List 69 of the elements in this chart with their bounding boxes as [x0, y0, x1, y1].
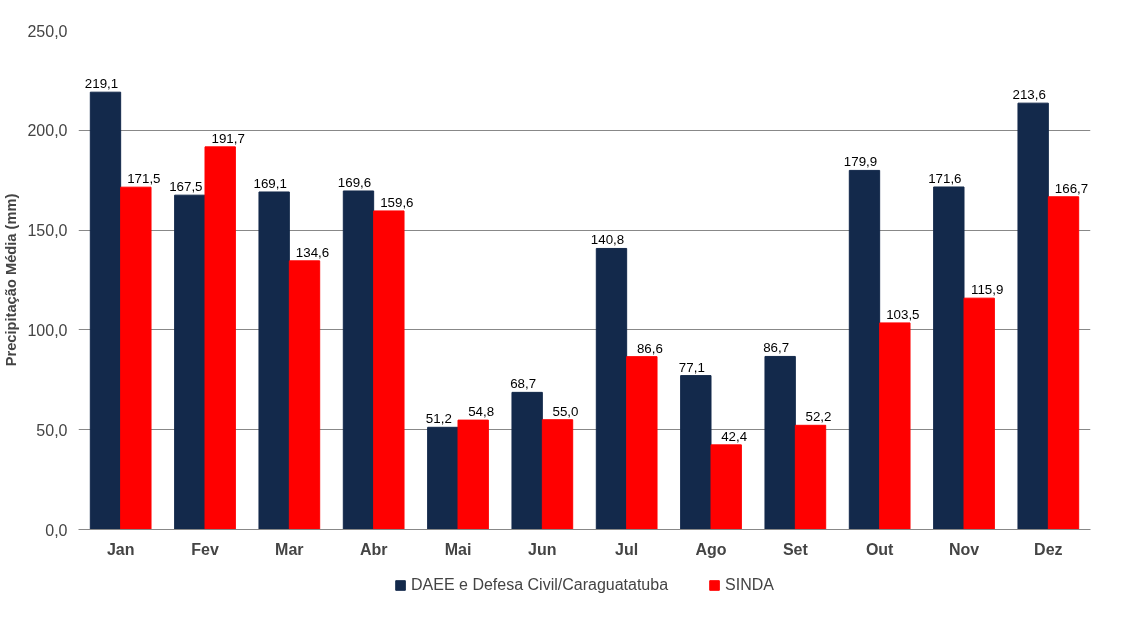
y-tick-label: 100,0	[27, 321, 68, 339]
bar	[204, 146, 236, 530]
bar	[174, 194, 206, 530]
data-label: 179,9	[843, 154, 878, 170]
bar	[541, 419, 574, 530]
bar	[626, 356, 658, 530]
bar	[710, 444, 742, 530]
data-label: 169,6	[337, 174, 372, 190]
data-label: 134,6	[295, 244, 330, 260]
data-label: 86,6	[636, 340, 663, 356]
bar	[794, 424, 827, 530]
x-tick-label: Dez	[1034, 540, 1063, 558]
x-tick-label: Nov	[948, 540, 980, 558]
bar	[680, 375, 712, 530]
bar	[457, 419, 489, 530]
data-label: 51,2	[425, 411, 452, 427]
data-label: 169,1	[253, 175, 287, 191]
data-label: 213,6	[1012, 87, 1046, 103]
y-tick-label: 0,0	[45, 521, 68, 539]
legend-label: DAEE e Defesa Civil/Caraguatatuba	[411, 576, 669, 594]
bar	[427, 426, 459, 530]
x-tick-label: Mar	[275, 540, 304, 558]
data-label: 77,1	[678, 359, 705, 375]
data-label: 52,2	[805, 409, 832, 425]
bar	[848, 169, 881, 530]
bar	[963, 297, 995, 530]
bar	[258, 191, 290, 530]
x-tick-label: Jul	[615, 540, 639, 558]
data-label: 171,6	[928, 170, 962, 186]
bar	[879, 322, 911, 530]
y-tick-label: 50,0	[36, 421, 68, 439]
bar	[373, 210, 405, 530]
legend-label: SINDA	[725, 576, 774, 594]
data-label: 68,7	[510, 376, 537, 392]
data-label: 167,5	[169, 179, 203, 195]
bar	[1017, 102, 1049, 530]
data-label: 103,5	[886, 306, 920, 322]
data-label: 140,8	[590, 232, 625, 248]
bar	[511, 391, 543, 530]
y-tick-label: 200,0	[27, 122, 68, 140]
bar	[342, 190, 375, 530]
bar	[1047, 196, 1080, 530]
data-label: 54,8	[468, 404, 495, 420]
bar	[89, 91, 122, 530]
data-label: 159,6	[380, 194, 414, 210]
x-tick-label: Jan	[106, 540, 135, 558]
data-label: 166,7	[1054, 180, 1089, 196]
data-label: 86,7	[763, 340, 790, 356]
data-label: 55,0	[552, 403, 579, 419]
x-tick-label: Set	[782, 540, 809, 558]
y-tick-label: 250,0	[27, 22, 68, 40]
x-tick-label: Mai	[444, 540, 472, 558]
x-tick-label: Out	[865, 540, 895, 558]
data-label: 171,5	[127, 171, 161, 187]
data-label: 115,9	[971, 282, 1004, 298]
bar	[764, 355, 796, 530]
data-label: 219,1	[84, 76, 119, 92]
bar	[120, 186, 152, 530]
y-axis-title: Precipitação Média (mm)	[3, 193, 20, 367]
x-tick-label: Abr	[359, 540, 388, 558]
y-tick-label: 150,0	[27, 222, 68, 240]
bar	[288, 260, 321, 530]
data-label: 42,4	[721, 428, 748, 444]
x-tick-label: Ago	[695, 540, 727, 558]
x-tick-label: Fev	[191, 540, 219, 558]
bar	[595, 247, 628, 530]
x-tick-label: Jun	[528, 540, 557, 558]
data-label: 191,7	[211, 130, 245, 146]
bar	[933, 186, 965, 530]
